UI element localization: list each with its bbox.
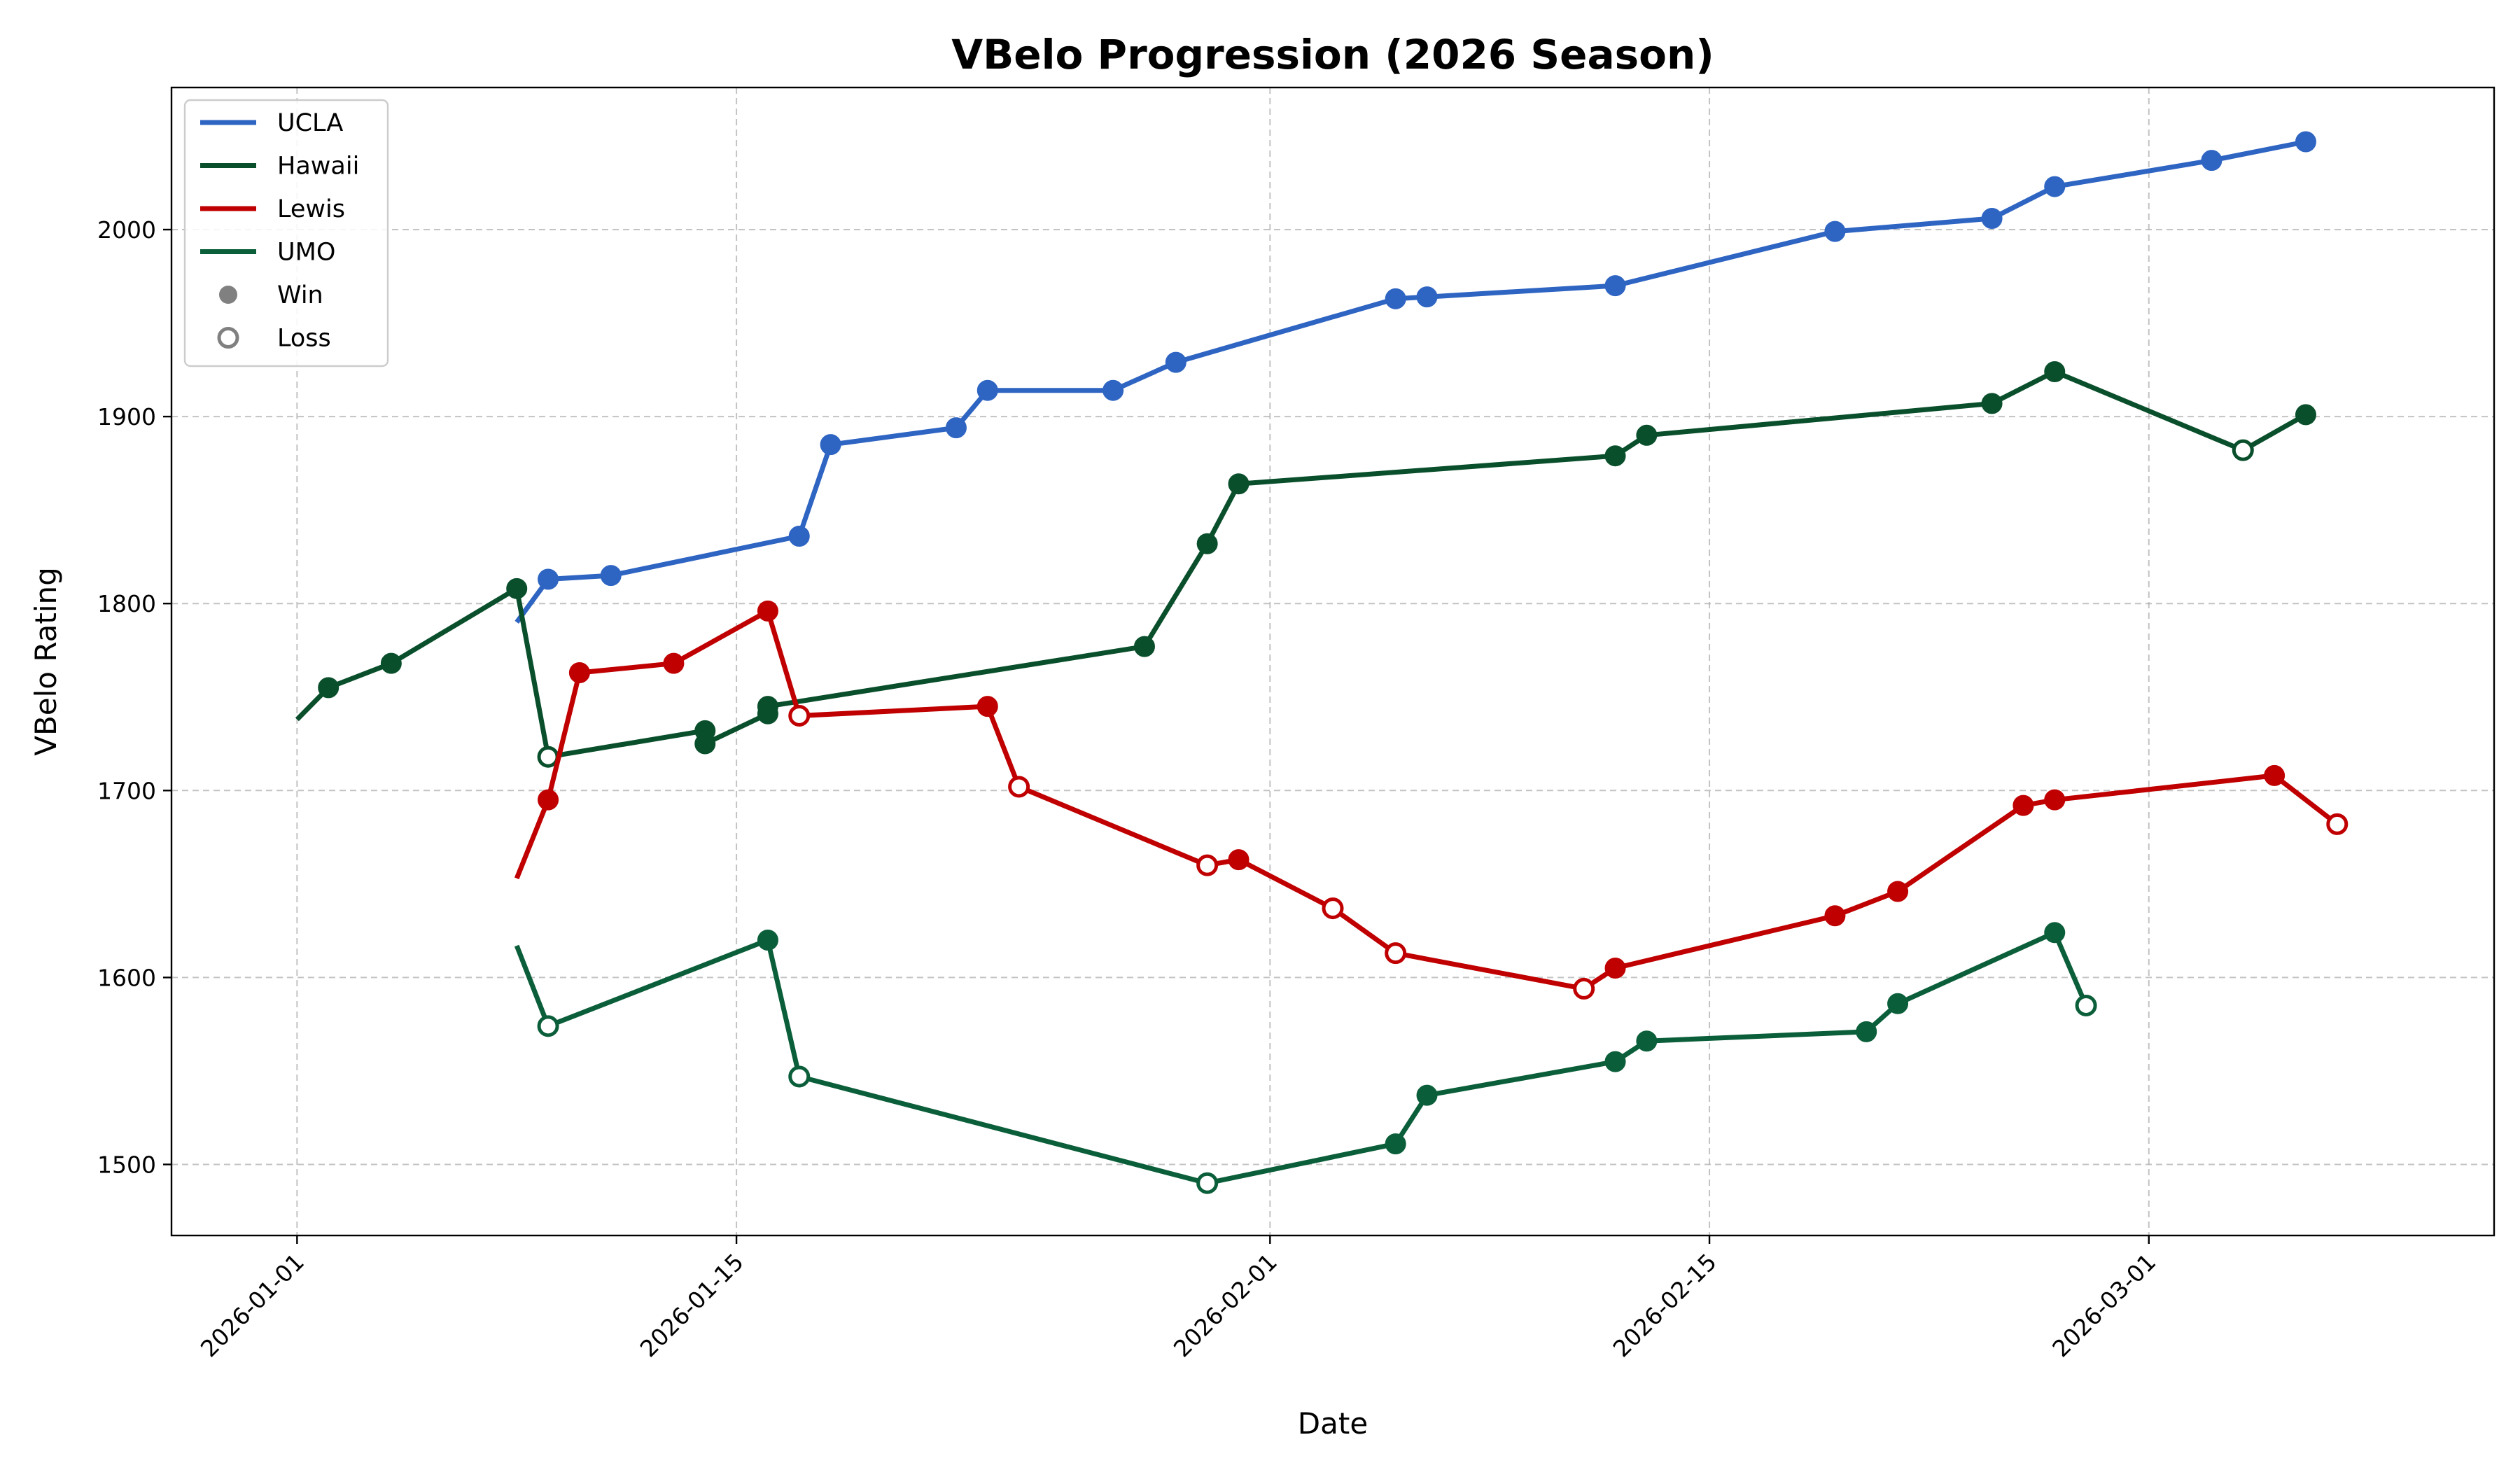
win-marker bbox=[788, 526, 810, 547]
win-marker bbox=[600, 565, 622, 587]
win-marker bbox=[2201, 150, 2222, 172]
legend-item: Loss bbox=[217, 325, 331, 353]
win-marker bbox=[945, 417, 967, 439]
loss-marker bbox=[1196, 1172, 1219, 1194]
win-marker bbox=[1385, 288, 1406, 309]
win-marker bbox=[820, 434, 841, 456]
win-marker bbox=[1856, 1021, 1877, 1042]
series-layer bbox=[295, 131, 2348, 1194]
win-marker bbox=[976, 696, 998, 718]
win-marker bbox=[1416, 286, 1438, 308]
series-line-hawaii bbox=[295, 369, 2307, 760]
legend: UCLA Hawaii Lewis UMO Win Loss bbox=[183, 99, 389, 368]
win-marker bbox=[1824, 220, 1846, 242]
win-marker bbox=[2295, 131, 2316, 153]
y-tick-label: 1600 bbox=[97, 964, 156, 991]
loss-marker bbox=[537, 746, 559, 768]
legend-item: Win bbox=[219, 281, 323, 309]
win-marker bbox=[2044, 176, 2066, 197]
win-marker bbox=[1604, 1051, 1626, 1072]
loss-marker bbox=[2075, 994, 2097, 1016]
series-umo bbox=[514, 922, 2097, 1194]
legend-loss-marker bbox=[217, 327, 239, 349]
loss-marker bbox=[1573, 977, 1595, 1000]
win-marker bbox=[757, 696, 778, 718]
series-ucla bbox=[514, 131, 2316, 624]
legend-item: UCLA bbox=[200, 109, 343, 137]
loss-marker bbox=[788, 1065, 811, 1088]
win-marker bbox=[1133, 636, 1155, 657]
legend-label: Win bbox=[277, 281, 323, 309]
legend-win-marker bbox=[219, 286, 237, 304]
win-marker bbox=[2044, 360, 2066, 382]
win-marker bbox=[757, 600, 778, 622]
series-line-lewis bbox=[514, 608, 2339, 991]
win-marker bbox=[1228, 473, 1250, 495]
loss-marker bbox=[1322, 897, 1344, 920]
win-marker bbox=[538, 568, 559, 590]
loss-marker bbox=[788, 704, 811, 727]
win-marker bbox=[1887, 881, 1909, 902]
win-marker bbox=[663, 652, 685, 674]
win-marker bbox=[538, 789, 559, 811]
chart-title: VBelo Progression (2026 Season) bbox=[951, 31, 1714, 78]
x-axis-label: Date bbox=[1298, 1406, 1368, 1441]
win-marker bbox=[1385, 1133, 1406, 1155]
win-marker bbox=[694, 733, 716, 755]
win-marker bbox=[1228, 849, 1250, 871]
loss-marker bbox=[1008, 776, 1030, 798]
win-marker bbox=[1887, 993, 1909, 1014]
win-marker bbox=[1636, 1030, 1658, 1052]
win-marker bbox=[976, 379, 998, 401]
legend-label: Loss bbox=[277, 325, 331, 353]
win-marker bbox=[1981, 207, 2003, 229]
win-marker bbox=[2012, 794, 2034, 816]
y-tick-label: 2000 bbox=[97, 216, 156, 244]
legend-label: Lewis bbox=[277, 195, 345, 223]
y-tick-label: 1700 bbox=[97, 777, 156, 804]
win-marker bbox=[757, 929, 778, 951]
plot-frame bbox=[170, 86, 2496, 1237]
legend-label: UCLA bbox=[277, 109, 343, 137]
y-tick-label: 1500 bbox=[97, 1152, 156, 1179]
series-lewis bbox=[514, 600, 2348, 1000]
win-marker bbox=[380, 652, 402, 674]
win-marker bbox=[1165, 351, 1186, 373]
win-marker bbox=[1824, 905, 1846, 927]
win-marker bbox=[2044, 922, 2066, 944]
win-marker bbox=[1604, 958, 1626, 979]
legend-item: UMO bbox=[200, 239, 335, 267]
loss-marker bbox=[537, 1015, 559, 1037]
win-marker bbox=[2295, 404, 2316, 426]
win-marker bbox=[1102, 379, 1124, 401]
win-marker bbox=[506, 578, 528, 599]
series-hawaii bbox=[295, 360, 2316, 768]
win-marker bbox=[1196, 533, 1218, 554]
win-marker bbox=[2264, 764, 2286, 786]
win-marker bbox=[1416, 1084, 1438, 1106]
legend-item: Hawaii bbox=[200, 153, 359, 181]
win-marker bbox=[1636, 424, 1658, 446]
grid bbox=[172, 88, 2494, 1236]
loss-marker bbox=[2232, 439, 2254, 461]
win-marker bbox=[1981, 393, 2003, 414]
legend-label: Hawaii bbox=[277, 153, 359, 181]
win-marker bbox=[1604, 445, 1626, 467]
win-marker bbox=[568, 662, 590, 684]
loss-marker bbox=[1196, 854, 1219, 876]
y-tick-label: 1800 bbox=[97, 590, 156, 617]
win-marker bbox=[2044, 789, 2066, 811]
loss-marker bbox=[1385, 942, 1407, 965]
win-marker bbox=[1604, 275, 1626, 297]
win-marker bbox=[318, 677, 340, 699]
y-axis-label: VBelo Rating bbox=[29, 567, 63, 756]
loss-marker bbox=[2326, 813, 2348, 835]
legend-item: Lewis bbox=[200, 195, 345, 223]
legend-label: UMO bbox=[277, 239, 335, 267]
y-tick-label: 1900 bbox=[97, 403, 156, 430]
